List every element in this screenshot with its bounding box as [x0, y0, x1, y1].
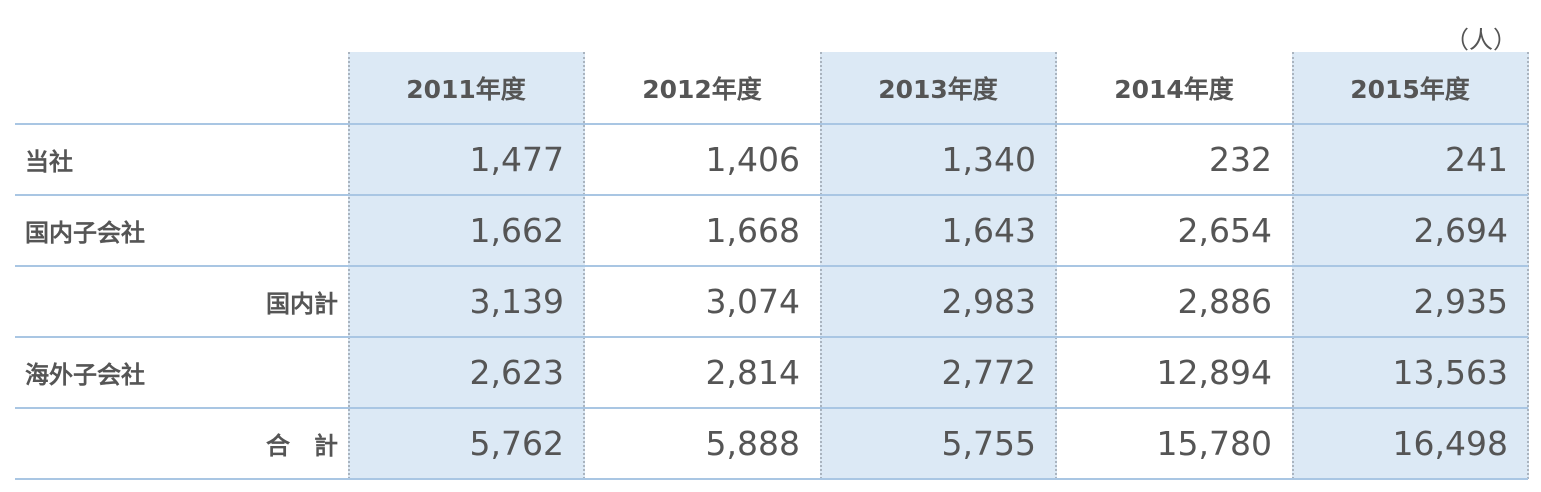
cell-value: 16,498 — [1392, 424, 1508, 463]
row-label: 海外子会社 — [25, 361, 145, 389]
cell-value: 15,780 — [1156, 424, 1272, 463]
row-divider — [15, 194, 1528, 196]
row-divider — [15, 123, 1528, 125]
cell-value: 5,762 — [469, 424, 564, 463]
cell-value: 2,772 — [941, 353, 1036, 392]
row-divider — [15, 265, 1528, 267]
row-divider — [15, 407, 1528, 409]
cell-value: 1,668 — [705, 211, 800, 250]
cell-value: 3,074 — [705, 282, 800, 321]
cell-value: 1,643 — [941, 211, 1036, 250]
unit-label: （人） — [1445, 26, 1517, 54]
row-label: 国内計 — [266, 290, 338, 318]
cell-value: 232 — [1209, 140, 1272, 179]
cell-value: 13,563 — [1392, 353, 1508, 392]
column-header: 2014年度 — [1114, 75, 1234, 104]
cell-value: 2,654 — [1177, 211, 1272, 250]
cell-value: 1,340 — [941, 140, 1036, 179]
cell-value: 1,406 — [705, 140, 800, 179]
cell-value: 5,755 — [941, 424, 1036, 463]
cell-value: 12,894 — [1156, 353, 1272, 392]
row-label: 国内子会社 — [25, 219, 145, 247]
cell-value: 3,139 — [469, 282, 564, 321]
cell-value: 2,983 — [941, 282, 1036, 321]
cell-value: 2,814 — [705, 353, 800, 392]
cell-value: 1,477 — [469, 140, 564, 179]
cell-value: 2,694 — [1413, 211, 1508, 250]
cell-value: 1,662 — [469, 211, 564, 250]
column-header: 2011年度 — [406, 75, 526, 104]
column-header: 2015年度 — [1350, 75, 1470, 104]
cell-value: 2,623 — [469, 353, 564, 392]
row-divider — [15, 478, 1528, 480]
row-label: 当社 — [25, 148, 73, 176]
column-header: 2013年度 — [878, 75, 998, 104]
cell-value: 2,935 — [1413, 282, 1508, 321]
column-header: 2012年度 — [642, 75, 762, 104]
cell-value: 241 — [1445, 140, 1508, 179]
cell-value: 5,888 — [705, 424, 800, 463]
cell-value: 2,886 — [1177, 282, 1272, 321]
row-divider — [15, 336, 1528, 338]
row-label: 合 計 — [266, 432, 338, 460]
